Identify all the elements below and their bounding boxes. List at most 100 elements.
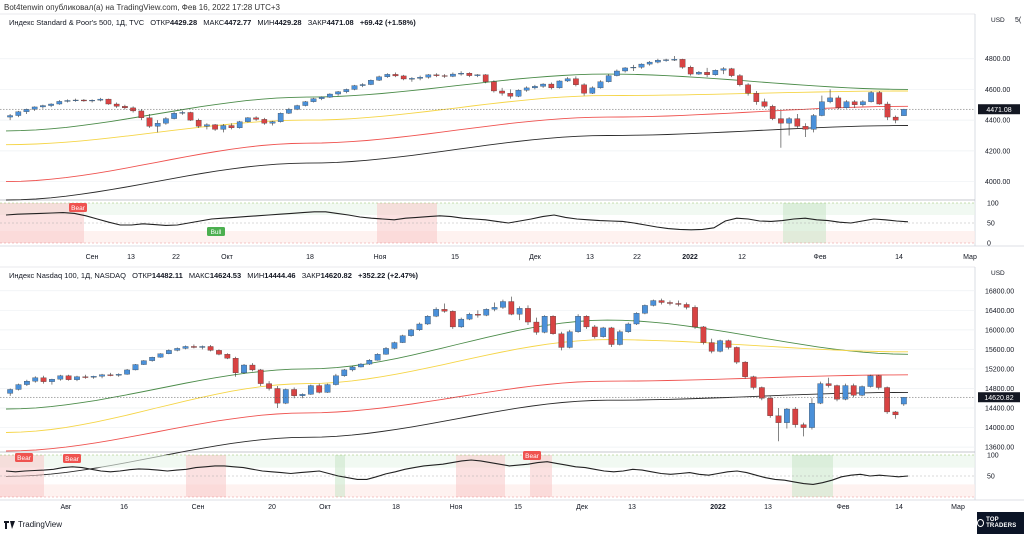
sp500-ma-line-2 — [5, 105, 909, 183]
ndx-candle — [374, 354, 381, 361]
sp500-candle — [441, 75, 448, 77]
sp500-candle — [737, 75, 743, 85]
sp500-candle — [450, 73, 456, 77]
ndx-x-tick: Ноя — [450, 504, 463, 511]
ndx-signal-tag — [15, 453, 33, 462]
sp500-osc-upper-zone — [0, 203, 975, 215]
ndx-osc-tick: 100 — [987, 453, 999, 460]
ndx-close-label: ЗАКР — [301, 271, 321, 280]
sp500-candle — [728, 68, 735, 76]
ndx-candle — [508, 301, 515, 315]
sp500-osc-signal-band — [377, 203, 437, 243]
sp500-candle — [56, 101, 63, 105]
sp500-candle — [860, 101, 866, 105]
sp500-y-tick: 4200.00 — [985, 148, 1010, 155]
ndx-candle — [24, 381, 30, 385]
sp500-candle — [884, 103, 891, 118]
sp500-candle — [753, 93, 760, 102]
sp500-candle — [269, 121, 276, 124]
sp500-last-price-text: 4471.08 — [986, 107, 1011, 114]
ndx-candle — [650, 300, 657, 306]
sp500-last-price-tag — [978, 104, 1020, 115]
sp500-candle — [146, 117, 153, 127]
ndx-candle — [124, 369, 130, 375]
sp500-candle — [31, 106, 38, 110]
ndx-candle — [441, 309, 448, 312]
sp500-x-tick: Мар — [963, 254, 977, 261]
ndx-candle — [107, 374, 114, 376]
ndx-x-tick: 2022 — [710, 504, 726, 511]
ndx-candle — [550, 316, 556, 334]
ndx-interval[interactable]: 1Д — [80, 271, 91, 280]
ndx-open-value: 14482.11 — [151, 271, 183, 280]
ndx-open-label: ОТКР — [132, 271, 152, 280]
ndx-y-tick: 14000.00 — [985, 425, 1014, 432]
ndx-candle — [433, 309, 439, 317]
sp500-candle — [548, 83, 555, 89]
ndx-x-tick: 13 — [764, 504, 772, 511]
sp500-candle — [614, 70, 620, 76]
ndx-candle — [867, 375, 874, 387]
ndx-candle — [65, 375, 72, 380]
ndx-candle — [834, 385, 840, 400]
sp500-x-tick: 2022 — [682, 254, 698, 261]
ndx-candle — [182, 346, 189, 349]
sp500-signal-tag — [207, 227, 225, 236]
sp500-candle — [474, 74, 481, 76]
sp500-x-tick: 12 — [738, 254, 746, 261]
sp500-x-tick: 22 — [633, 254, 641, 261]
ndx-candle — [149, 357, 156, 361]
ndx-candle — [792, 408, 799, 425]
sp500-candle — [778, 118, 784, 124]
sp500-y-tick: 4600.00 — [985, 87, 1010, 94]
sp500-high-label: МАКС — [203, 18, 225, 27]
sp500-candle — [523, 87, 530, 91]
sp500-x-tick: 22 — [172, 254, 180, 261]
ndx-candle — [32, 377, 39, 382]
ndx-candle — [383, 348, 389, 355]
ndx-candle — [424, 316, 431, 325]
sp500-osc-line — [5, 211, 909, 231]
sp500-x-tick: 13 — [127, 254, 135, 261]
sp500-candle — [876, 92, 883, 105]
ndx-y-tick: 15600.00 — [985, 347, 1014, 354]
sp500-candle — [745, 84, 751, 94]
sp500-candle — [15, 111, 22, 116]
ndx-candle — [358, 363, 364, 368]
sp500-candle — [220, 125, 227, 130]
sp500-candle — [671, 59, 678, 61]
sp500-candle — [212, 124, 218, 130]
sp500-candle — [228, 125, 235, 128]
sp500-close-value: 4471.08 — [326, 18, 354, 27]
sp500-x-tick: 15 — [451, 254, 459, 261]
sp500-candle — [540, 83, 546, 87]
ndx-candle — [784, 408, 790, 423]
ndx-candle — [207, 346, 214, 351]
sp500-x-tick: 18 — [306, 254, 314, 261]
sp500-candle — [696, 72, 702, 75]
sp500-ma-line-0 — [5, 73, 909, 132]
ndx-candle — [316, 385, 323, 393]
sp500-symbol-name[interactable]: Индекс Standard & Poor's 500 — [9, 18, 112, 27]
ndx-candle — [566, 331, 573, 348]
sp500-candle — [564, 78, 571, 82]
sp500-candle — [819, 101, 825, 116]
ndx-x-tick: 18 — [392, 504, 400, 511]
sp500-high-value: 4472.77 — [224, 18, 252, 27]
footer-brand[interactable]: TradingView — [4, 520, 62, 529]
ndx-candle — [683, 304, 690, 308]
ndx-symbol-name[interactable]: Индекс Nasdaq 100 — [9, 271, 77, 280]
ndx-candle — [500, 301, 506, 308]
ndx-candle — [475, 314, 481, 316]
sp500-interval[interactable]: 1Д — [115, 18, 125, 27]
sp500-signal-tag — [69, 203, 87, 212]
sp500-x-tick: Дек — [529, 254, 542, 261]
ndx-y-tick: 16000.00 — [985, 327, 1014, 334]
sp500-open-label: ОТКР — [150, 18, 171, 27]
ndx-osc-line — [5, 459, 909, 485]
sp500-candle — [359, 84, 366, 86]
sp500-candle — [843, 101, 850, 109]
sp500-candle — [310, 98, 317, 102]
ndx-candle — [725, 340, 732, 348]
